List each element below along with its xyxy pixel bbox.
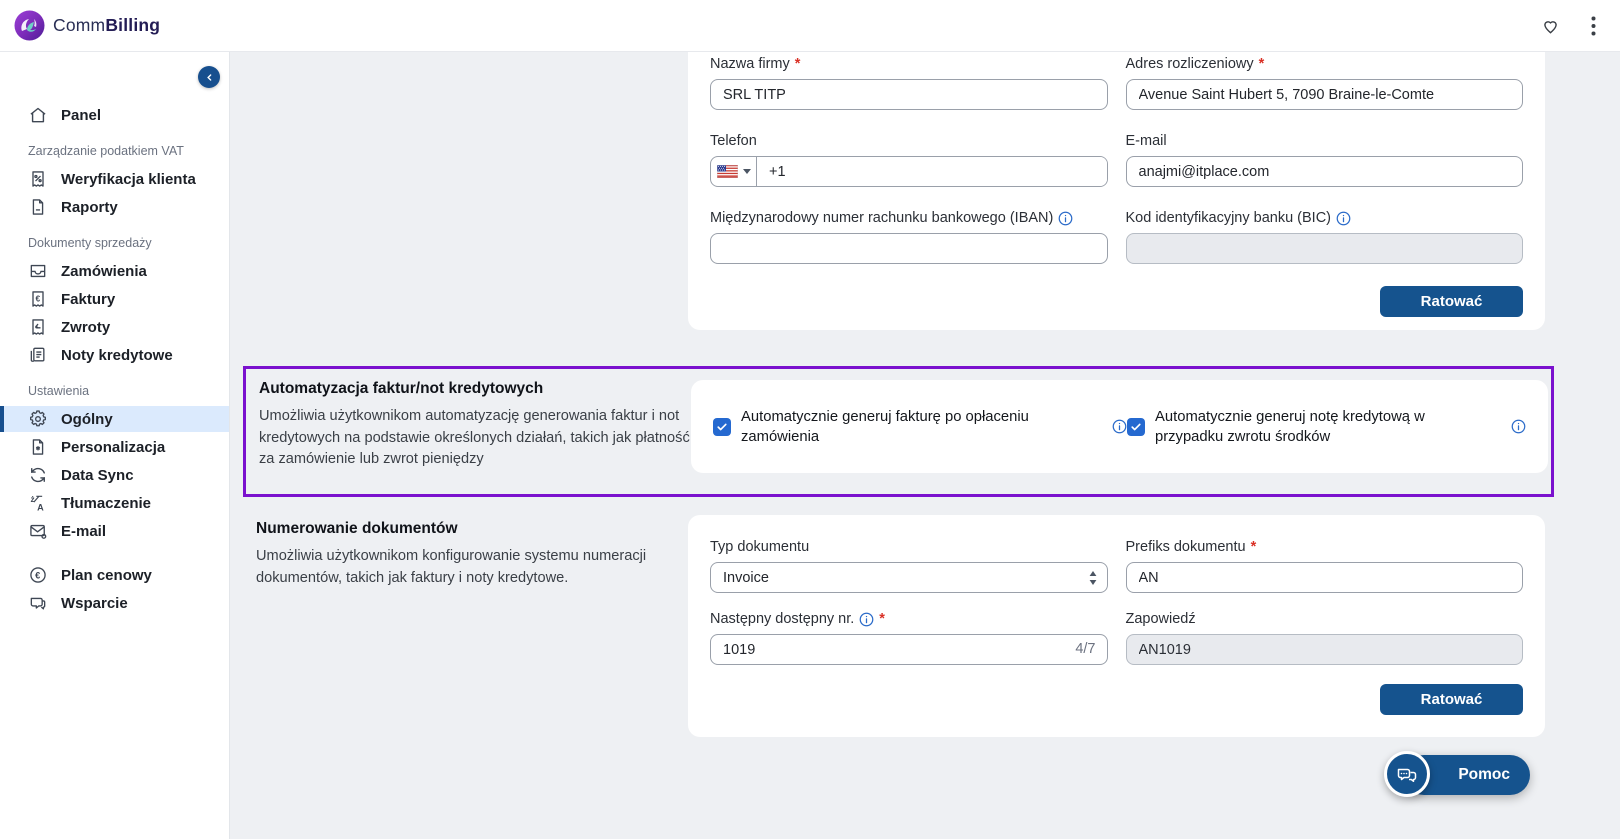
- sidebar-item-data-sync[interactable]: Data Sync: [0, 462, 229, 488]
- bic-label: Kod identyfikacyjny banku (BIC): [1126, 209, 1524, 227]
- sidebar-item-raporty[interactable]: Raporty: [0, 194, 229, 220]
- refund-return-icon: [32, 319, 44, 335]
- sidebar-collapse-button[interactable]: [198, 66, 220, 88]
- automation-highlight-box: Automatyzacja faktur/not kredytowych Umo…: [243, 366, 1554, 497]
- sidebar-item-personalizacja[interactable]: Personalizacja: [0, 434, 229, 460]
- brand-logo: CommBilling: [14, 10, 160, 41]
- sidebar: Panel Zarządzanie podatkiem VAT Weryfika…: [0, 52, 230, 839]
- check-icon: [1131, 423, 1141, 430]
- sync-icon: [31, 467, 45, 483]
- help-widget: Pomoc: [1384, 751, 1530, 797]
- svg-text:ż: ż: [31, 494, 35, 504]
- auto-invoice-checkbox[interactable]: [713, 417, 731, 436]
- telefon-label: Telefon: [710, 133, 757, 149]
- adres-rozliczeniowy-label: Adres rozliczeniowy *: [1125, 56, 1265, 72]
- us-flag-icon: [716, 165, 738, 178]
- support-chat-icon: [30, 597, 46, 610]
- kebab-menu-icon: [1591, 16, 1596, 35]
- pricing-euro-icon: €: [30, 567, 46, 583]
- automation-card: Automatycznie generuj fakturę po opłacen…: [691, 380, 1548, 473]
- iban-info-icon[interactable]: [1058, 211, 1073, 226]
- auto-invoice-label: Automatycznie generuj fakturę po opłacen…: [741, 408, 1029, 445]
- typ-dokumentu-select[interactable]: Invoice: [710, 562, 1108, 593]
- translate-icon: ż A: [31, 494, 45, 513]
- auto-credit-note-label: Automatycznie generuj notę kredytową w p…: [1155, 408, 1425, 445]
- telefon-input-group: [710, 156, 1108, 187]
- telefon-input[interactable]: [757, 157, 1107, 186]
- caret-down-icon: [742, 169, 751, 174]
- numbering-title: Numerowanie dokumentów: [256, 520, 458, 537]
- report-document-icon: [32, 199, 44, 215]
- heart-icon: [1544, 20, 1557, 34]
- sidebar-item-ogolny[interactable]: Ogólny: [0, 406, 229, 432]
- prefiks-dokumentu-label: Prefiks dokumentu *: [1125, 539, 1257, 555]
- svg-text:€: €: [36, 294, 41, 304]
- automation-title: Automatyzacja faktur/not kredytowych: [259, 380, 544, 397]
- sidebar-section-ustawienia: Ustawienia: [28, 384, 90, 398]
- overflow-menu-button[interactable]: [1591, 16, 1596, 36]
- orders-inbox-icon: [30, 264, 46, 278]
- sidebar-item-faktury[interactable]: € Faktury: [0, 286, 229, 312]
- sidebar-item-plan-cenowy[interactable]: € Plan cenowy: [0, 562, 229, 588]
- company-save-button[interactable]: Ratować: [1380, 286, 1523, 317]
- gear-icon: [30, 410, 46, 427]
- bic-input: [1125, 233, 1523, 264]
- auto-invoice-info-icon[interactable]: [1112, 419, 1127, 434]
- help-chat-icon[interactable]: [1384, 751, 1431, 797]
- svg-text:€: €: [35, 570, 40, 580]
- nastepny-nr-label: Następny dostępny nr. *: [710, 611, 885, 627]
- personalization-icon: [32, 439, 44, 455]
- numbering-save-button[interactable]: Ratować: [1380, 684, 1523, 715]
- adres-rozliczeniowy-input[interactable]: [1125, 79, 1523, 110]
- select-spinner-icon: [1089, 571, 1096, 585]
- svg-text:A: A: [37, 503, 44, 513]
- numbering-text: Numerowanie dokumentów Umożliwia użytkow…: [256, 520, 686, 589]
- numbering-description: Umożliwia użytkownikom konfigurowanie sy…: [256, 548, 647, 586]
- email-input[interactable]: [1125, 156, 1523, 187]
- typ-dokumentu-label: Typ dokumentu: [710, 539, 810, 555]
- home-icon: [30, 107, 46, 123]
- receipt-percent-icon: [32, 171, 44, 187]
- chevron-left-icon: [206, 73, 211, 81]
- zapowiedz-label: Zapowiedź: [1125, 611, 1196, 627]
- numbering-card: Typ dokumentu Invoice Prefiks dokumentu *…: [688, 515, 1545, 737]
- nazwa-firmy-input[interactable]: [710, 79, 1108, 110]
- sidebar-item-zamowienia[interactable]: Zamówienia: [0, 258, 229, 284]
- char-counter: 4/7: [1075, 641, 1096, 657]
- auto-credit-note-info-icon[interactable]: [1511, 419, 1526, 434]
- sidebar-item-weryfikacja-klienta[interactable]: Weryfikacja klienta: [0, 166, 229, 192]
- iban-label: Międzynarodowy numer rachunku bankowego …: [710, 209, 1108, 227]
- email-label: E-mail: [1125, 133, 1167, 149]
- zapowiedz-input: [1125, 634, 1523, 665]
- app-header: CommBilling: [0, 0, 1620, 52]
- brand-name: CommBilling: [53, 15, 161, 35]
- country-code-dropdown[interactable]: [711, 157, 757, 186]
- nastepny-nr-info-icon[interactable]: [859, 612, 874, 627]
- auto-credit-note-checkbox[interactable]: [1127, 417, 1145, 436]
- bic-info-icon[interactable]: [1336, 211, 1351, 226]
- nastepny-nr-input[interactable]: [710, 634, 1108, 665]
- invoice-euro-icon: €: [32, 291, 44, 307]
- sidebar-item-email[interactable]: E-mail: [0, 518, 229, 544]
- check-icon: [717, 423, 727, 430]
- sidebar-item-tlumaczenie[interactable]: ż A Tłumaczenie: [0, 490, 229, 516]
- email-settings-icon: [30, 524, 47, 539]
- automation-description: Umożliwia użytkownikom automatyzację gen…: [259, 408, 690, 467]
- company-settings-card: Nazwa firmy* Adres rozliczeniowy* Telefo…: [688, 52, 1545, 330]
- sidebar-item-zwroty[interactable]: Zwroty: [0, 314, 229, 340]
- sidebar-item-noty-kredytowe[interactable]: Noty kredytowe: [0, 342, 229, 368]
- nazwa-firmy-label: Nazwa firmy *: [710, 56, 801, 72]
- iban-input[interactable]: [710, 233, 1108, 264]
- prefiks-dokumentu-input[interactable]: [1125, 562, 1523, 593]
- sidebar-item-wsparcie[interactable]: Wsparcie: [0, 590, 229, 616]
- credit-note-icon: [30, 347, 45, 362]
- sidebar-section-vat: Zarządzanie podatkiem VAT: [28, 144, 184, 158]
- commbilling-logo-icon: [14, 10, 45, 41]
- main-content: Nazwa firmy* Adres rozliczeniowy* Telefo…: [230, 52, 1620, 839]
- sidebar-item-panel[interactable]: Panel: [0, 102, 229, 128]
- favorites-button[interactable]: [1540, 16, 1561, 36]
- sidebar-section-dokumenty: Dokumenty sprzedaży: [28, 236, 152, 250]
